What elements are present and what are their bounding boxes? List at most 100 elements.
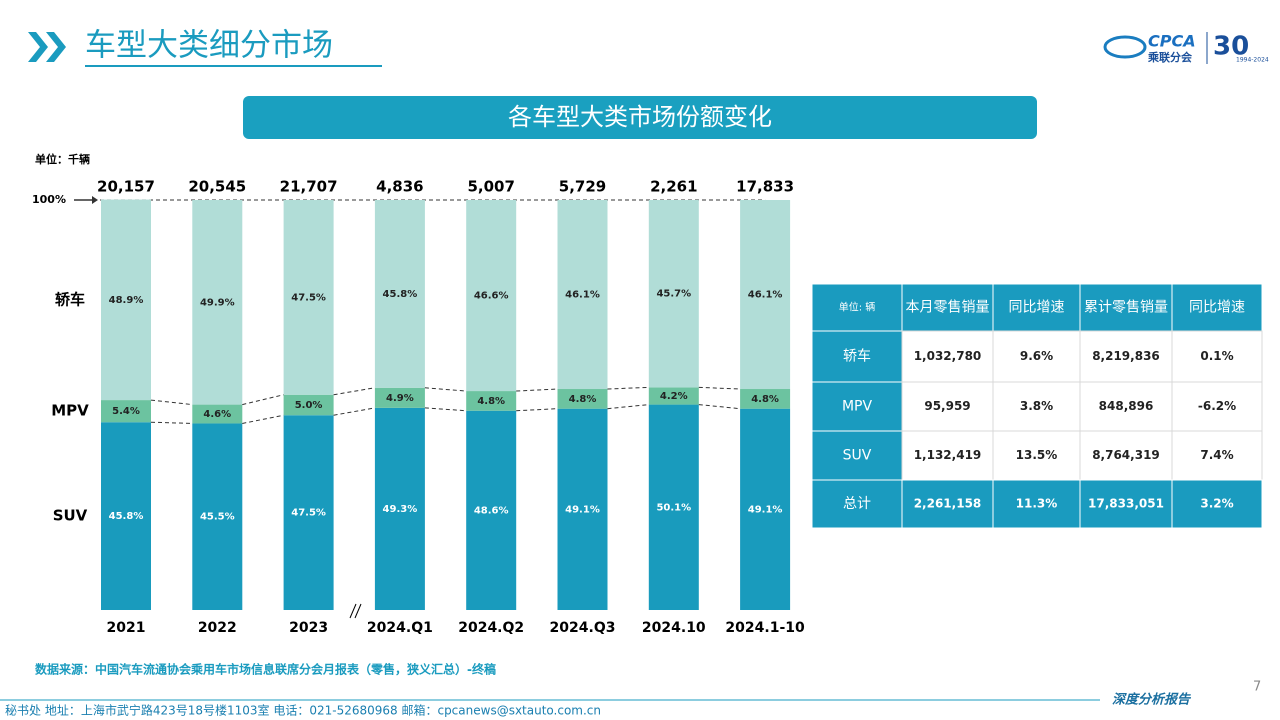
bar-segment (374, 387, 425, 408)
total-label: 21,707 (280, 178, 338, 196)
bar-segment (740, 389, 791, 409)
value-label: 49.1% (565, 504, 600, 515)
total-label: 5,007 (467, 178, 514, 196)
axis-break (349, 603, 357, 619)
table-text: 轿车 (843, 348, 871, 365)
total-label: 2,261 (650, 178, 697, 196)
value-label: 5.4% (112, 406, 140, 417)
bar-segment (374, 407, 425, 610)
connector (607, 404, 649, 410)
bar-segment (648, 200, 699, 388)
table-cell (1079, 430, 1173, 481)
table-text: 17,833,051 (1088, 497, 1164, 511)
table-header: 单位: 辆 (839, 301, 876, 314)
table-cell (1079, 283, 1173, 332)
connector (242, 414, 284, 424)
table-cell (811, 283, 903, 332)
table-text: 8,219,836 (1092, 349, 1160, 363)
table-cell (1079, 381, 1173, 432)
axis-break (354, 603, 362, 619)
chart-title-bar (243, 96, 1037, 139)
table-cell (901, 330, 994, 383)
bar-segment (192, 404, 243, 424)
bar-segment (101, 422, 151, 610)
table-text: 2,261,158 (914, 497, 982, 511)
table-text: 13.5% (1016, 448, 1058, 462)
table-text: 1,032,780 (914, 349, 982, 363)
tick-arrow-head (92, 196, 98, 204)
logo-sub: 乘联分会 (1147, 50, 1193, 64)
table-header: 累计零售销量 (1084, 300, 1168, 316)
connector (607, 386, 649, 390)
x-tick-label: 2024.Q2 (458, 620, 524, 636)
bar-segment (740, 408, 791, 610)
value-label: 47.5% (291, 508, 326, 519)
bar-segment (466, 410, 517, 610)
x-tick-label: 2024.Q1 (367, 620, 433, 636)
connector (333, 407, 375, 416)
table-text: -6.2% (1198, 399, 1236, 413)
table-cell (811, 479, 903, 529)
series-label: 轿车 (55, 290, 85, 308)
bar-segment (740, 200, 791, 390)
chevron-icon (28, 32, 66, 62)
value-label: 4.2% (660, 391, 688, 402)
value-label: 4.6% (203, 409, 231, 420)
bar-segment (101, 199, 151, 401)
table-header: 本月零售销量 (906, 300, 990, 316)
bar-segment (192, 423, 243, 610)
value-label: 48.9% (109, 295, 144, 306)
table-cell (1171, 283, 1263, 332)
table-text: 总计 (843, 496, 871, 512)
table-header: 同比增速 (1009, 300, 1065, 316)
table-text: 3.8% (1020, 399, 1053, 413)
value-label: 45.8% (383, 289, 418, 300)
table-header: 同比增速 (1189, 300, 1245, 316)
x-tick-label: 2022 (198, 620, 237, 636)
connector (516, 408, 558, 412)
x-tick-label: 2024.10 (642, 620, 706, 636)
table-cell (1171, 381, 1263, 432)
unit-label: 单位：千辆 (35, 152, 90, 166)
bar-segment (557, 200, 608, 390)
bar-segment (466, 391, 517, 411)
value-label: 50.1% (656, 502, 691, 513)
table-text: MPV (842, 399, 873, 415)
bar-segment (374, 200, 425, 388)
table-text: 9.6% (1020, 349, 1053, 363)
bar-segment (283, 200, 334, 395)
connector (698, 386, 741, 390)
total-label: 20,157 (97, 178, 155, 196)
table-cell (901, 283, 994, 332)
table-text: SUV (843, 448, 872, 464)
page-title: 车型大类细分市场 (85, 28, 333, 64)
value-label: 46.1% (748, 290, 783, 301)
value-label: 5.0% (295, 400, 323, 411)
value-label: 45.5% (200, 512, 235, 523)
connector (516, 388, 558, 392)
table-cell (992, 479, 1081, 529)
table-text: 95,959 (924, 399, 970, 413)
value-label: 45.8% (109, 511, 144, 522)
x-tick-label: 2023 (289, 620, 328, 636)
connector (698, 404, 741, 410)
table-text: 11.3% (1016, 497, 1058, 511)
series-label: SUV (53, 507, 88, 525)
footer-tag: 深度分析报告 (1112, 692, 1192, 708)
table-cell (811, 430, 903, 481)
value-label: 4.8% (477, 396, 505, 407)
table-cell (1171, 479, 1263, 529)
bar-segment (283, 394, 334, 416)
table-text: 3.2% (1200, 497, 1233, 511)
x-tick-label: 2024.1-10 (725, 620, 805, 636)
connector (424, 407, 467, 412)
connector (424, 387, 467, 392)
chart-title: 各车型大类市场份额变化 (508, 103, 772, 131)
series-label: MPV (51, 402, 89, 420)
anniversary-years: 1994-2024 (1236, 57, 1269, 64)
value-label: 49.3% (383, 504, 418, 515)
page-number: 7 (1253, 680, 1261, 695)
bar-segment (283, 415, 334, 610)
y-tick-label: 100% (32, 193, 66, 206)
